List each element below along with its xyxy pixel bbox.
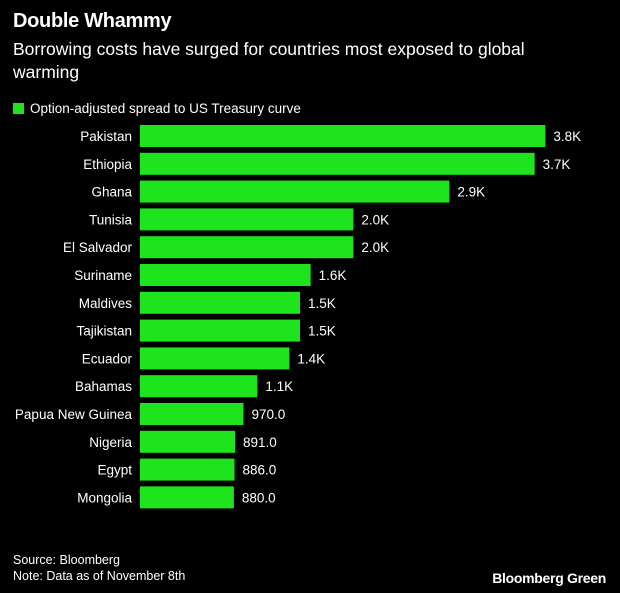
category-label: Suriname (74, 268, 132, 283)
bar (140, 430, 236, 453)
data-label: 2.0K (361, 212, 389, 227)
bar (140, 152, 535, 175)
bar (140, 486, 234, 509)
brand-logo: Bloomberg Green (492, 570, 606, 586)
category-label: Ecuador (82, 351, 133, 366)
category-label: Egypt (97, 463, 132, 478)
bar (140, 264, 311, 286)
category-label: Ethiopia (83, 157, 132, 172)
category-label: Mongolia (77, 490, 132, 505)
category-label: Papua New Guinea (15, 407, 133, 422)
note: Note: Data as of November 8th (13, 569, 186, 583)
legend-label: Option-adjusted spread to US Treasury cu… (30, 101, 301, 116)
data-label: 2.0K (361, 240, 389, 255)
bar (140, 403, 244, 425)
category-label: Tunisia (89, 212, 133, 227)
category-label: Pakistan (80, 129, 132, 144)
category-label: Bahamas (75, 379, 132, 394)
bar (140, 375, 258, 398)
bar (140, 180, 450, 203)
data-label: 1.6K (319, 268, 347, 283)
bar (140, 319, 300, 342)
category-label: Ghana (91, 185, 132, 200)
bar (140, 208, 354, 231)
data-label: 970.0 (251, 407, 285, 422)
legend: Option-adjusted spread to US Treasury cu… (13, 101, 301, 116)
source: Source: Bloomberg (13, 553, 121, 567)
data-label: 3.7K (543, 157, 571, 172)
data-label: 1.5K (308, 324, 336, 339)
legend-swatch (13, 103, 24, 114)
data-label: 1.1K (265, 379, 293, 394)
data-label: 1.5K (308, 296, 336, 311)
data-label: 3.8K (553, 129, 581, 144)
data-label: 886.0 (243, 463, 277, 478)
category-label: Tajikistan (76, 324, 132, 339)
chart-subtitle: Borrowing costs have surged for countrie… (13, 39, 525, 82)
category-label: Maldives (79, 296, 133, 311)
data-label: 1.4K (297, 351, 325, 366)
bar (140, 347, 290, 370)
bar (140, 291, 300, 314)
data-label: 891.0 (243, 435, 277, 450)
bar (140, 236, 354, 259)
bar (140, 125, 546, 147)
data-label: 880.0 (242, 490, 276, 505)
chart-title: Double Whammy (13, 10, 172, 32)
category-label: El Salvador (63, 240, 133, 255)
category-label: Nigeria (89, 435, 132, 450)
data-label: 2.9K (457, 185, 485, 200)
source-note: Source: Bloomberg Note: Data as of Novem… (13, 552, 185, 584)
bar (140, 458, 235, 481)
